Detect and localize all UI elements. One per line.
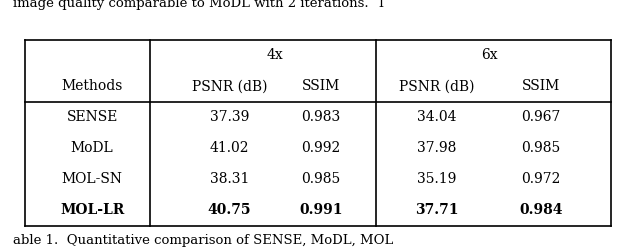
Text: MOL-SN: MOL-SN [62,172,123,186]
Text: able 1.  Quantitative comparison of SENSE, MoDL, MOL: able 1. Quantitative comparison of SENSE… [13,234,393,247]
Text: SSIM: SSIM [522,79,560,93]
Text: 0.985: 0.985 [522,141,560,155]
Text: 37.71: 37.71 [415,203,459,217]
Text: PSNR (dB): PSNR (dB) [399,79,475,93]
Text: 38.31: 38.31 [210,172,249,186]
Text: 0.985: 0.985 [301,172,341,186]
Text: Methods: Methods [62,79,123,93]
Text: 40.75: 40.75 [208,203,251,217]
Text: 6x: 6x [481,48,497,62]
Text: 0.984: 0.984 [519,203,563,217]
Text: 0.972: 0.972 [521,172,560,186]
Text: SENSE: SENSE [66,110,118,124]
Text: 0.992: 0.992 [301,141,341,155]
Text: PSNR (dB): PSNR (dB) [191,79,267,93]
Text: 4x: 4x [267,48,284,62]
Text: MoDL: MoDL [71,141,113,155]
Text: 0.983: 0.983 [301,110,341,124]
Text: 37.98: 37.98 [417,141,457,155]
Text: 0.967: 0.967 [521,110,560,124]
Text: 41.02: 41.02 [210,141,249,155]
Text: MOL-LR: MOL-LR [60,203,124,217]
Text: image quality comparable to MoDL with 2 iterations.  T: image quality comparable to MoDL with 2 … [13,0,385,10]
Text: 35.19: 35.19 [417,172,457,186]
Text: 34.04: 34.04 [417,110,457,124]
Text: SSIM: SSIM [302,79,340,93]
Text: 37.39: 37.39 [210,110,249,124]
Text: 0.991: 0.991 [300,203,343,217]
